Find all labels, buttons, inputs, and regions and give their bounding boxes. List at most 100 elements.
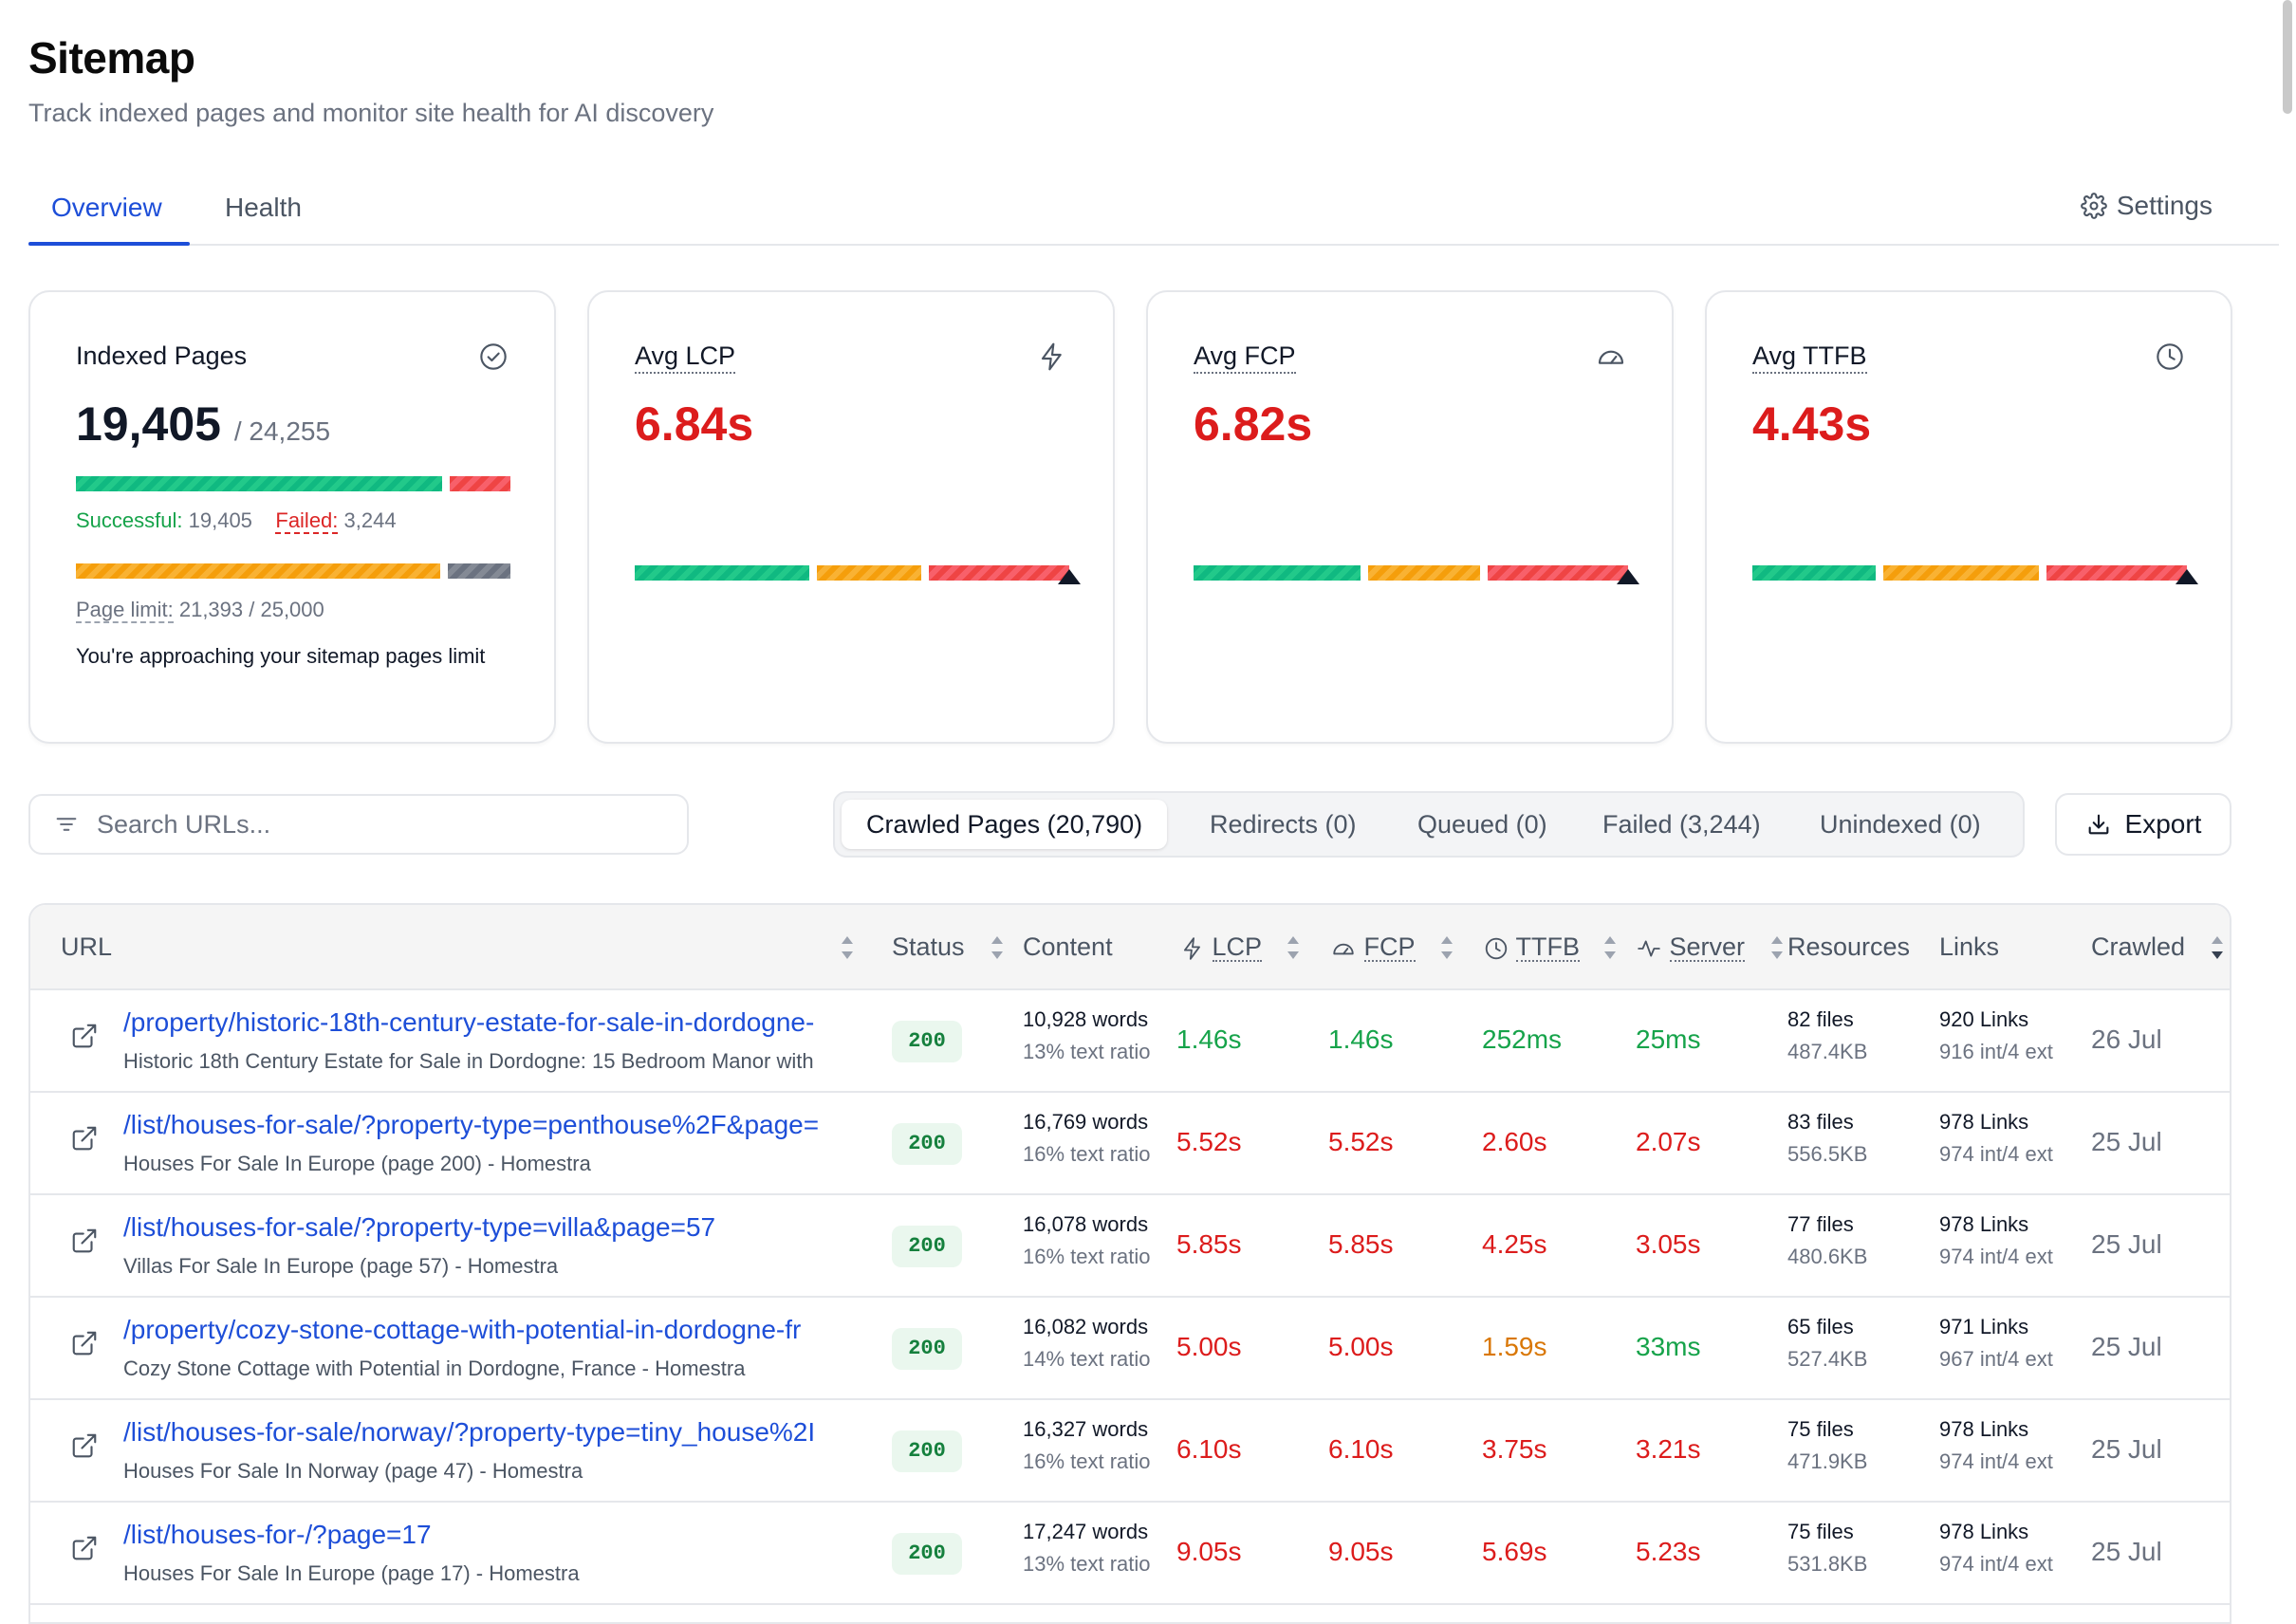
clock-icon — [1485, 937, 1508, 960]
pages-table: URL Status Content LCP FCP TTFB Server R… — [28, 903, 2231, 1624]
header-ttfb[interactable]: TTFB — [1484, 905, 1581, 988]
lcp-gauge-marker — [1058, 569, 1081, 584]
filter-redirects[interactable]: Redirects (0) — [1210, 810, 1357, 839]
avg-ttfb-value: 4.43s — [1752, 397, 1872, 451]
page-limit-label[interactable]: Page limit: — [76, 598, 174, 623]
avg-ttfb-card: Avg TTFB 4.43s — [1705, 290, 2232, 744]
avg-fcp-card: Avg FCP 6.82s — [1146, 290, 1674, 744]
external-link-icon[interactable] — [70, 1534, 99, 1562]
row-text-ratio: 14% text ratio — [1023, 1347, 1151, 1371]
row-links-detail: 916 int/4 ext — [1939, 1040, 2053, 1063]
status-badge: 200 — [892, 1123, 962, 1165]
header-server-label: Server — [1669, 932, 1746, 962]
table-row[interactable]: /property/historic-18th-century-estate-f… — [30, 990, 2230, 1093]
row-links-detail: 967 int/4 ext — [1939, 1347, 2053, 1371]
ttfb-gauge-marker — [2176, 569, 2198, 584]
external-link-icon[interactable] — [70, 1431, 99, 1460]
header-url[interactable]: URL — [61, 932, 113, 961]
external-link-icon[interactable] — [70, 1329, 99, 1357]
row-url-link[interactable]: /list/houses-for-sale/norway/?property-t… — [123, 1417, 816, 1447]
table-row[interactable]: /list/houses-for-/?page=17 Houses For Sal… — [30, 1503, 2230, 1605]
filter-crawled-pages[interactable]: Crawled Pages (20,790) — [842, 800, 1168, 849]
row-links-count: 920 Links — [1939, 1007, 2029, 1031]
tab-bar: Overview Health Settings — [28, 175, 2279, 246]
table-row[interactable]: /list/houses-for-sale/norway/?property-t… — [30, 1400, 2230, 1503]
row-resource-files: 77 files — [1787, 1212, 1854, 1236]
filter-queued[interactable]: Queued (0) — [1417, 810, 1547, 839]
row-lcp-value: 6.10s — [1176, 1434, 1242, 1464]
header-crawled[interactable]: Crawled — [2091, 932, 2186, 961]
filter-unindexed[interactable]: Unindexed (0) — [1820, 810, 1981, 839]
row-resource-size: 480.6KB — [1787, 1245, 1868, 1268]
tab-health[interactable]: Health — [225, 193, 302, 222]
external-link-icon[interactable] — [70, 1124, 99, 1153]
lightning-icon — [1183, 937, 1200, 960]
external-link-icon[interactable] — [70, 1022, 99, 1050]
tab-overview[interactable]: Overview — [51, 193, 162, 222]
row-ttfb-value: 2.60s — [1482, 1127, 1547, 1156]
search-input[interactable] — [95, 808, 626, 840]
row-crawled-date: 25 Jul — [2091, 1434, 2162, 1464]
table-header: URL Status Content LCP FCP TTFB Server R… — [30, 905, 2230, 990]
download-icon — [2088, 814, 2108, 835]
indexed-count: 19,405 — [76, 397, 221, 451]
row-links-count: 978 Links — [1939, 1417, 2029, 1441]
row-url-link[interactable]: /property/historic-18th-century-estate-f… — [123, 1007, 815, 1037]
status-badge: 200 — [892, 1226, 962, 1267]
header-status[interactable]: Status — [892, 932, 965, 961]
row-text-ratio: 13% text ratio — [1023, 1552, 1151, 1576]
check-circle-icon — [480, 343, 507, 370]
sort-ttfb-icon[interactable] — [1602, 933, 1619, 962]
header-resources[interactable]: Resources — [1787, 932, 1911, 961]
ttfb-gauge-poor — [2046, 565, 2187, 581]
fcp-gauge-marker — [1617, 569, 1639, 584]
row-page-title: Villas For Sale In Europe (page 57) - Ho… — [123, 1254, 559, 1278]
row-ttfb-value: 1.59s — [1482, 1332, 1547, 1361]
table-row[interactable]: /list/houses-for-sale/?property-type=pen… — [30, 1093, 2230, 1195]
page-limit-bar — [76, 563, 510, 579]
row-text-ratio: 16% text ratio — [1023, 1142, 1151, 1166]
sort-lcp-icon[interactable] — [1285, 933, 1302, 962]
row-url-link[interactable]: /list/houses-for-/?page=17 — [123, 1520, 432, 1549]
export-button[interactable]: Export — [2055, 793, 2231, 856]
settings-button[interactable]: Settings — [2080, 191, 2213, 221]
filter-failed[interactable]: Failed (3,244) — [1602, 810, 1761, 839]
header-links[interactable]: Links — [1939, 932, 2000, 961]
sort-crawled-icon[interactable] — [2209, 933, 2226, 962]
failed-label[interactable]: Failed: — [275, 508, 339, 534]
status-badge: 200 — [892, 1430, 962, 1472]
row-lcp-value: 5.00s — [1176, 1332, 1242, 1361]
sort-fcp-icon[interactable] — [1438, 933, 1455, 962]
row-word-count: 16,327 words — [1023, 1417, 1149, 1441]
avg-lcp-title[interactable]: Avg LCP — [635, 341, 736, 374]
header-content[interactable]: Content — [1023, 932, 1113, 961]
row-url-link[interactable]: /list/houses-for-sale/?property-type=pen… — [123, 1110, 820, 1139]
active-tab-indicator — [28, 242, 190, 246]
fcp-gauge-good — [1194, 565, 1361, 581]
search-box — [28, 794, 689, 855]
page-filter-tabs: Crawled Pages (20,790) Redirects (0) Que… — [833, 791, 2025, 858]
speedometer-icon — [1333, 943, 1354, 955]
activity-icon — [1638, 940, 1660, 957]
table-row[interactable]: /property/cozy-stone-cottage-with-potent… — [30, 1298, 2230, 1400]
row-links-detail: 974 int/4 ext — [1939, 1449, 2053, 1473]
avg-fcp-title[interactable]: Avg FCP — [1194, 341, 1296, 374]
row-links-detail: 974 int/4 ext — [1939, 1142, 2053, 1166]
header-fcp[interactable]: FCP — [1330, 905, 1416, 988]
page-scrollbar[interactable] — [2283, 0, 2292, 114]
row-text-ratio: 13% text ratio — [1023, 1040, 1151, 1063]
row-links-count: 978 Links — [1939, 1520, 2029, 1543]
sort-status-icon[interactable] — [989, 933, 1006, 962]
avg-ttfb-title[interactable]: Avg TTFB — [1752, 341, 1867, 374]
table-row[interactable]: /list/houses-for-sale/?property-type=vil… — [30, 1195, 2230, 1298]
external-link-icon[interactable] — [70, 1227, 99, 1255]
header-lcp[interactable]: LCP — [1180, 905, 1263, 988]
ttfb-gauge-good — [1752, 565, 1876, 581]
ttfb-gauge-needs-improvement — [1883, 565, 2039, 581]
sort-url-icon[interactable] — [839, 933, 856, 962]
row-page-title: Houses For Sale In Europe (page 17) - Ho… — [123, 1561, 580, 1585]
sort-server-icon[interactable] — [1768, 933, 1786, 962]
header-server[interactable]: Server — [1636, 905, 1746, 988]
row-url-link[interactable]: /property/cozy-stone-cottage-with-potent… — [123, 1315, 802, 1344]
row-url-link[interactable]: /list/houses-for-sale/?property-type=vil… — [123, 1212, 716, 1242]
